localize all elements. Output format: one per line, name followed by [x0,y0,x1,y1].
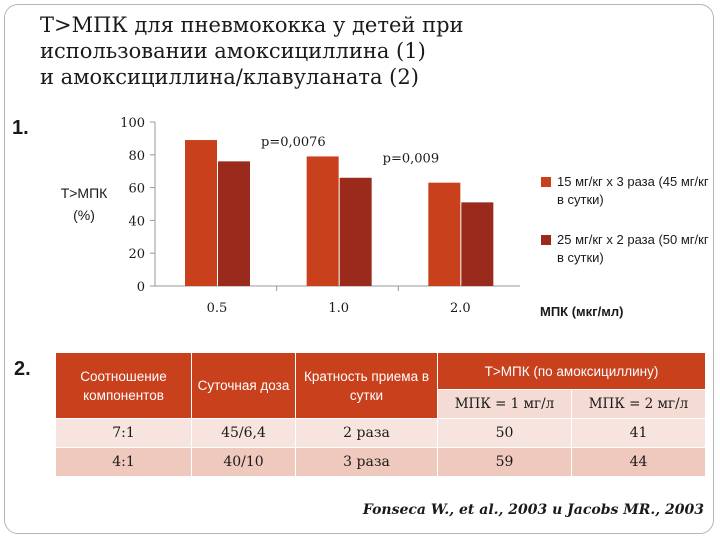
y-tick-label: 40 [128,214,145,229]
bar-chart: 0 20 40 60 80 100 0.5 1.0 2.0 p=0,0076 p=0,009 [120,116,520,316]
bar [218,161,250,286]
slide-title: Т>МПК для пневмококка у детей при исполь… [40,12,600,90]
x-tick-label: 2.0 [450,301,471,316]
y-axis-label: Т>МПК (%) [52,182,116,226]
section-2-label: 2. [14,358,31,380]
table-cell: 4:1 [55,447,192,477]
citation: Fonseca W., et al., 2003 и Jacobs MR., 2… [362,502,704,518]
table-cell: 41 [571,418,706,448]
header-daily-dose: Суточная доза [191,352,296,419]
section-1-label: 1. [12,117,29,139]
y-axis-label-line-2: (%) [73,207,95,223]
table-cell: 59 [437,447,572,477]
title-line-1: Т>МПК для пневмококка у детей при [40,13,464,37]
subheader-mic-2: МПК = 2 мг/л [571,389,706,419]
title-line-2: использовании амоксициллина (1) [40,39,426,63]
y-tick-label: 60 [128,182,145,197]
table-cell: 3 раза [295,447,438,477]
bar [185,140,217,286]
table-row: 4:1 40/10 3 раза 59 44 [55,447,706,477]
header-frequency: Кратность приема в сутки [295,352,438,419]
bar [428,182,461,286]
p-value-annotation: p=0,009 [383,151,439,166]
table-cell: 44 [571,447,706,477]
header-components: Соотношение компонентов [55,352,192,419]
y-tick-label: 0 [137,280,145,295]
header-t-mic: Т>МПК (по амоксициллину) [437,352,706,390]
table-cell: 50 [437,418,572,448]
table-cell: 40/10 [191,447,296,477]
bar [306,156,339,286]
x-tick-label: 1.0 [328,301,349,316]
slide-frame [4,4,714,534]
y-axis-label-line-1: Т>МПК [60,185,108,201]
legend-swatch-1 [541,177,551,187]
table-row: 7:1 45/6,4 2 раза 50 41 [55,418,706,448]
y-tick-label: 80 [128,149,145,164]
x-tick-label: 0.5 [207,301,228,316]
title-line-3: и амоксициллина/клавуланата (2) [40,65,419,89]
x-axis-title: МПК (мкг/мл) [540,304,624,319]
legend-label-2: 25 мг/кг х 2 раза (50 мг/кг в сутки) [557,232,709,265]
y-tick-label: 100 [120,116,145,131]
data-table: Соотношение компонентов Суточная доза Кр… [55,352,706,477]
p-value-annotation: p=0,0076 [261,135,326,150]
y-tick-label: 20 [128,247,145,262]
bar [339,177,372,286]
bar [461,202,494,286]
legend-swatch-2 [541,235,551,245]
legend-item-1: 15 мг/кг х 3 раза (45 мг/кг в сутки) [541,173,711,209]
table-cell: 7:1 [55,418,192,448]
table-cell: 2 раза [295,418,438,448]
legend-label-1: 15 мг/кг х 3 раза (45 мг/кг в сутки) [557,174,709,207]
table-cell: 45/6,4 [191,418,296,448]
subheader-mic-1: МПК = 1 мг/л [437,389,572,419]
legend-item-2: 25 мг/кг х 2 раза (50 мг/кг в сутки) [541,231,711,267]
